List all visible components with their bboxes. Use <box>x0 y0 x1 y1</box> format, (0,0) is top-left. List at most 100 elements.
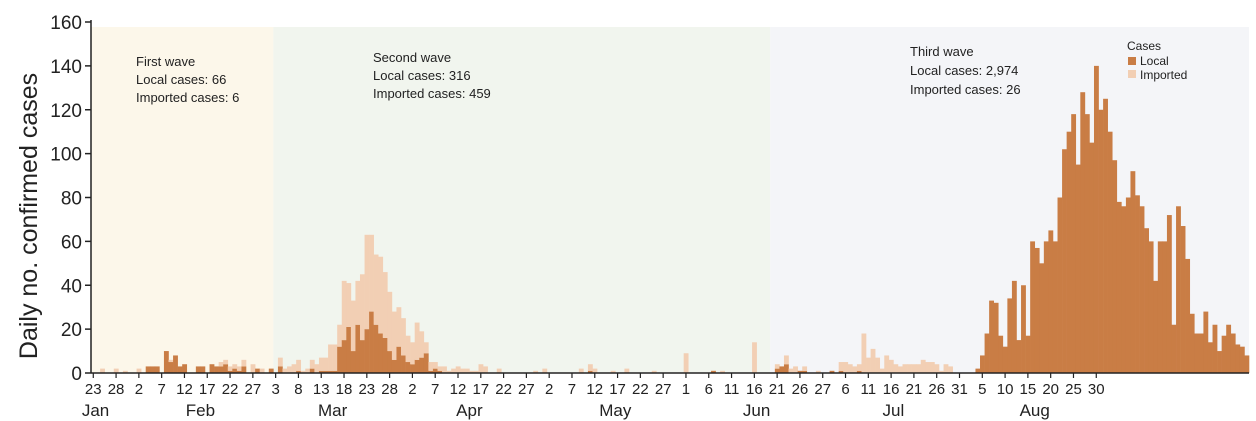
bar-local <box>1244 355 1250 373</box>
wave1-annotation: First wave Local cases: 66 Imported case… <box>136 54 239 105</box>
bar-imported <box>948 366 953 373</box>
bar-imported <box>624 368 630 373</box>
bar-local <box>355 324 361 373</box>
bar-local <box>980 355 985 373</box>
bar-local <box>268 368 274 373</box>
bar-local <box>1135 195 1140 373</box>
x-tick-label: 18 <box>336 381 353 398</box>
bar-local <box>1030 241 1036 373</box>
bar-imported <box>387 291 393 352</box>
bar-imported <box>323 357 329 371</box>
legend-imported-label: Imported <box>1140 68 1187 82</box>
wave3-local: Local cases: 2,974 <box>910 63 1018 78</box>
bar-local <box>1221 335 1227 373</box>
axes <box>85 20 1249 378</box>
month-label: Jun <box>743 401 770 420</box>
bar-local <box>998 335 1004 373</box>
x-tick-label: 28 <box>381 381 398 398</box>
x-tick-label: 22 <box>222 381 239 398</box>
bar-imported <box>907 364 912 373</box>
bar-local <box>1235 344 1241 373</box>
bar-local <box>277 366 283 373</box>
bar-imported <box>920 359 926 373</box>
x-tick-label: 2 <box>545 381 553 398</box>
bar-imported <box>460 368 466 373</box>
bar-local <box>1002 346 1008 373</box>
bar-imported <box>893 364 899 373</box>
bar-local <box>1089 142 1095 373</box>
y-tick-label: 20 <box>61 320 82 341</box>
bar-imported <box>236 366 242 371</box>
bar-local <box>341 340 347 373</box>
bar-local <box>350 351 356 373</box>
x-tick-label: 7 <box>568 381 576 398</box>
bar-imported <box>382 272 388 338</box>
bar-local <box>1116 201 1122 373</box>
bar-local <box>1112 160 1118 373</box>
x-tick-label: 16 <box>883 381 900 398</box>
bar-imported <box>364 234 370 330</box>
bar-local <box>1011 280 1017 373</box>
bar-local <box>1212 324 1218 373</box>
bar-local <box>369 311 374 373</box>
bar-imported <box>259 368 265 373</box>
wave2-title: Second wave <box>373 50 451 65</box>
bar-imported <box>136 368 142 373</box>
bar-imported <box>291 364 297 373</box>
x-tick-label: 23 <box>85 381 102 398</box>
x-tick-label: 13 <box>313 381 330 398</box>
bar-local <box>255 368 260 373</box>
x-tick-label: 2 <box>135 381 143 398</box>
bar-local <box>1162 241 1168 373</box>
wave1-band <box>91 27 274 373</box>
legend: Cases Local Imported <box>1127 39 1187 82</box>
y-tick-labels: 0 20 40 60 80 100 120 140 160 <box>50 13 82 385</box>
bar-imported <box>870 348 876 373</box>
bar-local <box>1121 206 1127 373</box>
bar-imported <box>774 364 780 369</box>
bar-imported <box>610 370 616 373</box>
bar-imported <box>916 364 922 373</box>
bar-local <box>838 370 844 373</box>
bar-imported <box>432 362 438 369</box>
bar-imported <box>296 359 302 371</box>
y-tick-label: 140 <box>50 57 82 78</box>
x-tick-labels: 23 28 2 7 12 17 22 27 3 8 13 18 23 28 2 7 12 17 22 27 2 7 12 17… <box>85 381 1105 398</box>
x-tick-label: 22 <box>495 381 512 398</box>
bar-local <box>1071 114 1077 373</box>
x-tick-label: 20 <box>1042 381 1059 398</box>
x-tick-label: 17 <box>472 381 489 398</box>
month-labels: Jan Feb Mar Apr May Jun Jul Aug <box>82 401 1050 420</box>
bar-imported <box>473 370 479 373</box>
month-label: Jul <box>883 401 905 420</box>
bar-imported <box>419 331 425 358</box>
bar-local <box>145 366 151 373</box>
bar-imported <box>866 357 871 373</box>
bar-local <box>1166 215 1172 373</box>
bar-imported <box>592 368 598 373</box>
bar-local <box>410 364 415 373</box>
bar-local <box>1139 206 1145 373</box>
bar-local <box>437 370 443 373</box>
bar-local <box>1185 258 1191 373</box>
bar-local <box>1043 241 1049 373</box>
bar-imported <box>929 362 935 373</box>
bar-local <box>1130 171 1136 373</box>
bar-local <box>296 370 302 373</box>
bar-imported <box>414 322 420 360</box>
wave2-annotation: Second wave Local cases: 316 Imported ca… <box>373 50 491 101</box>
x-tick-label: 6 <box>841 381 849 398</box>
bar-local <box>797 370 803 373</box>
bar-imported <box>300 370 306 373</box>
bar-local <box>163 351 169 373</box>
x-tick-label: 31 <box>951 381 968 398</box>
bar-imported <box>838 362 844 371</box>
x-tick-label: 11 <box>724 381 740 398</box>
bar-imported <box>843 362 849 373</box>
bar-local <box>1144 228 1150 373</box>
bar-local <box>173 355 178 373</box>
y-tick-label: 160 <box>50 13 82 34</box>
bar-imported <box>314 364 320 373</box>
bar-imported <box>793 366 798 373</box>
